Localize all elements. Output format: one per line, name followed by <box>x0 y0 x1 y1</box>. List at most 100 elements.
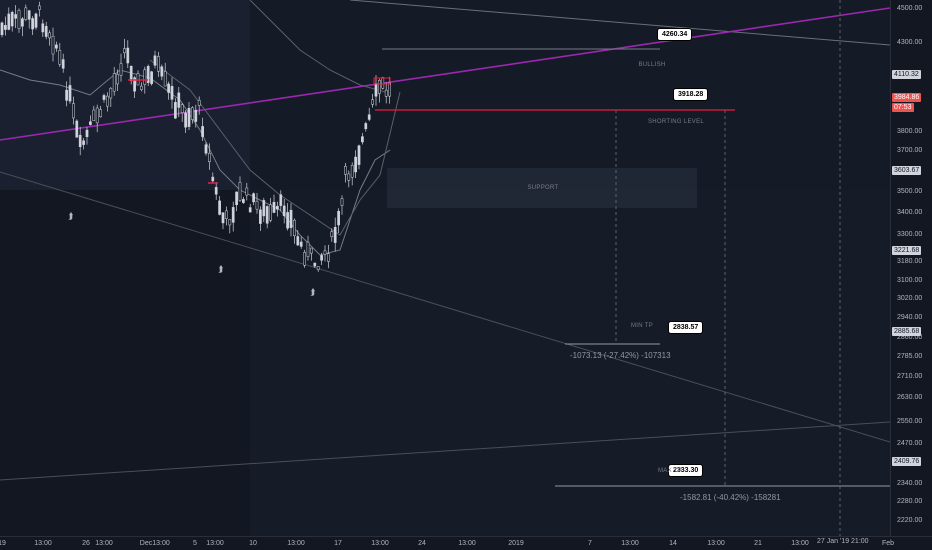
candle-body <box>61 59 65 69</box>
time-axis[interactable]: 19 13:00 26 13:00 Dec 13:00 5 13:00 10 1… <box>0 536 932 550</box>
candle-body <box>119 63 123 76</box>
candle-body <box>163 71 167 87</box>
moving-average-mid <box>149 59 401 236</box>
candle-body <box>95 107 99 124</box>
candle-body <box>191 107 194 120</box>
time-tick: 14 <box>669 540 677 547</box>
candle-body <box>194 109 198 122</box>
candle-body <box>38 5 41 10</box>
candle-body <box>255 200 259 210</box>
candle-body <box>245 187 249 196</box>
candle-body <box>204 144 208 154</box>
candle-body <box>51 35 55 55</box>
candle-body <box>17 10 21 29</box>
candle-body <box>231 207 235 223</box>
price-tick: 3800.00 <box>897 128 923 135</box>
candle-body <box>354 156 357 173</box>
time-tick: 13:00 <box>371 540 389 547</box>
candle-body <box>85 129 89 137</box>
candle-body <box>102 95 106 100</box>
candle-body <box>364 123 368 130</box>
candle-body <box>177 92 181 108</box>
candle-body <box>146 66 150 83</box>
purple-resistance-trendline[interactable] <box>0 7 891 141</box>
candle-body <box>313 262 317 267</box>
countdown-badge: 07:53 <box>892 103 914 112</box>
candle-body <box>211 176 215 182</box>
candle-body <box>197 99 201 106</box>
candle-body <box>262 200 266 217</box>
bullish-target-callout[interactable]: 4260.34 <box>657 28 693 41</box>
candle-body <box>167 83 170 93</box>
min-tp-callout[interactable]: 2838.57 <box>668 321 704 334</box>
candle-body <box>157 56 160 72</box>
candle-body <box>126 47 130 64</box>
rising-gray-trendline[interactable] <box>0 421 891 481</box>
candle-body <box>337 210 340 226</box>
candle-body <box>140 85 143 90</box>
price-badge-level: 2409.76 <box>892 457 922 466</box>
time-tick: 17 <box>334 540 342 547</box>
upper-gray-trendline[interactable] <box>349 0 891 46</box>
candle-body <box>65 89 68 101</box>
candle-body <box>27 10 31 20</box>
candle-body <box>340 198 344 206</box>
double-chevron-up-icon: ⮭ <box>218 264 224 274</box>
time-tick: Feb <box>881 540 894 547</box>
candle-body <box>214 187 218 195</box>
candle-body <box>116 74 119 85</box>
candle-body <box>293 219 296 237</box>
moving-average-slow <box>249 0 386 93</box>
candle-body <box>41 23 45 33</box>
price-tick: 2470.00 <box>897 440 923 447</box>
candle-body <box>170 86 174 100</box>
candle-body <box>160 66 164 77</box>
candle-body <box>89 121 92 125</box>
candle-body <box>316 266 320 270</box>
candle-body <box>299 241 303 247</box>
time-tick: 13:00 <box>621 540 639 547</box>
price-badge-level: 3603.67 <box>892 166 922 175</box>
candle-body <box>242 199 245 203</box>
candle-body <box>4 25 7 30</box>
candle-body <box>218 200 221 215</box>
candle-body <box>357 145 361 165</box>
candle-body <box>388 82 391 97</box>
time-tick: 19 <box>0 540 6 547</box>
session-background-upper-right <box>250 0 890 190</box>
candle-body <box>31 18 34 30</box>
lower-gray-trendline[interactable] <box>0 171 891 443</box>
time-tick: 7 <box>588 540 592 547</box>
min-tp-measurement: -1073.13 (-27.42%) -107313 <box>570 351 671 360</box>
price-axis[interactable]: 4500.00 4300.00 3800.00 3700.00 3500.00 … <box>890 0 932 536</box>
candle-body <box>381 77 385 89</box>
double-chevron-up-icon: ⮭ <box>68 211 74 221</box>
time-tick: 5 <box>193 540 197 547</box>
price-tick: 3020.00 <box>897 295 923 302</box>
time-tick: 13:00 <box>34 540 52 547</box>
candle-body <box>75 120 79 138</box>
candle-body <box>201 126 204 137</box>
max-tp-callout[interactable]: 2333.30 <box>668 464 704 477</box>
candle-body <box>133 77 136 92</box>
candle-body <box>265 206 269 224</box>
candle-body <box>187 107 191 127</box>
support-zone[interactable] <box>387 168 697 208</box>
candle-body <box>279 194 283 206</box>
price-tick: 2940.00 <box>897 314 923 321</box>
candle-body <box>367 114 371 120</box>
candle-body <box>34 13 38 28</box>
price-tick: 4500.00 <box>897 5 923 12</box>
candle-body <box>384 89 388 97</box>
time-tick: Dec <box>139 540 153 547</box>
price-tick: 2550.00 <box>897 418 923 425</box>
candle-body <box>68 85 72 102</box>
candle-body <box>24 7 28 20</box>
shorting-level-callout[interactable]: 3918.28 <box>673 88 709 101</box>
candle-body <box>235 191 238 206</box>
candle-body <box>259 209 262 224</box>
price-tick: 3180.00 <box>897 258 923 265</box>
time-tick: 2019 <box>508 540 524 547</box>
